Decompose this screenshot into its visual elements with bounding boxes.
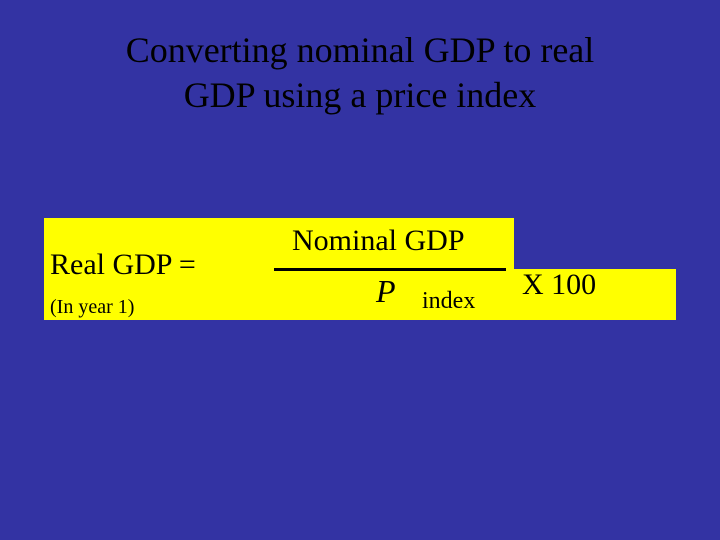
index-label: index [422, 288, 475, 315]
title-line-2: GDP using a price index [184, 75, 537, 115]
real-gdp-label: Real GDP = [50, 248, 196, 282]
denominator-symbol: P [376, 273, 396, 310]
multiplier-label: X 100 [522, 268, 596, 302]
title-line-1: Converting nominal GDP to real [126, 30, 595, 70]
in-year-label: (In year 1) [50, 296, 134, 319]
formula-container: Real GDP = (In year 1) Nominal GDP P ind… [44, 218, 676, 336]
slide-title: Converting nominal GDP to real GDP using… [0, 0, 720, 118]
fraction-line [274, 268, 506, 271]
numerator-label: Nominal GDP [292, 224, 465, 258]
